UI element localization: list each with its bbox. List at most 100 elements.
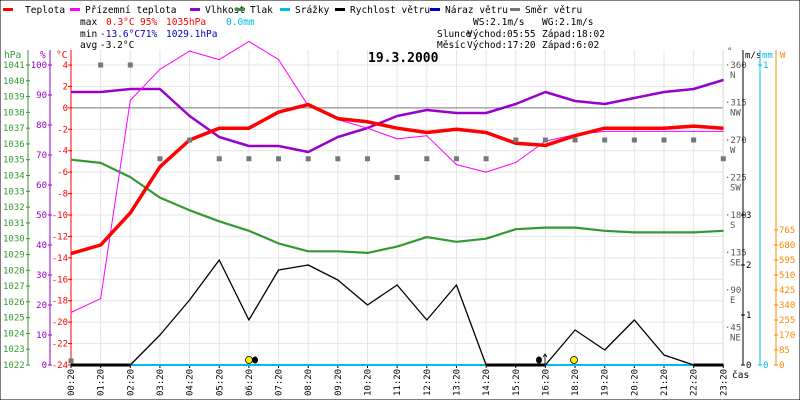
x-tick-label: 13:20 — [452, 369, 462, 396]
data-point — [663, 354, 665, 356]
pressure-tick-label: 1030 — [3, 235, 25, 245]
legend-swatch — [335, 8, 345, 11]
data-point — [218, 136, 220, 138]
data-point — [426, 319, 428, 321]
stats-avg-temp: -3.2°C — [100, 40, 134, 51]
data-point — [307, 264, 309, 266]
wind-direction-point — [305, 156, 311, 162]
data-point — [604, 364, 606, 366]
wind-axis-unit: m/s — [745, 51, 761, 61]
moon-label: Měsíc — [437, 40, 466, 51]
data-point — [544, 227, 547, 229]
direction-compass-label: NW — [730, 109, 741, 119]
data-point — [722, 130, 724, 133]
pressure-tick-label: 1039 — [3, 93, 25, 103]
data-point — [633, 231, 635, 233]
data-point — [722, 127, 724, 129]
wind-direction-point — [720, 156, 726, 162]
legend-swatch — [70, 8, 80, 11]
x-tick-label: 15:20 — [512, 369, 522, 396]
data-point — [337, 364, 339, 366]
data-point — [159, 88, 161, 90]
data-point — [100, 162, 102, 164]
legend-swatch — [3, 8, 13, 11]
data-point — [574, 329, 576, 331]
pressure-tick-label: 1029 — [3, 250, 25, 260]
wind-direction-point — [335, 156, 341, 162]
data-point — [70, 364, 72, 366]
x-tick-label: 02:20 — [126, 369, 136, 396]
direction-tick-label: ·180 — [725, 211, 747, 221]
data-point — [663, 127, 665, 129]
x-tick-label: 21:20 — [660, 369, 670, 396]
data-point — [485, 171, 487, 173]
data-point — [633, 364, 635, 366]
data-point — [604, 349, 606, 351]
rain-tick-label: 1 — [763, 61, 768, 71]
data-point — [159, 364, 161, 366]
moonset-icon — [252, 356, 258, 364]
wind-speed-info: WS:2.1m/s — [473, 17, 524, 28]
data-point — [218, 364, 220, 366]
data-point — [693, 130, 695, 133]
wind-direction-point — [572, 137, 578, 143]
data-point — [248, 230, 250, 232]
pressure-tick-label: 1040 — [3, 77, 25, 87]
pressure-tick-label: 1034 — [3, 172, 25, 182]
wind-direction-point — [394, 175, 400, 180]
data-point — [218, 59, 220, 61]
legend-item-label: Srážky — [295, 5, 330, 16]
data-point — [366, 252, 369, 254]
solar-tick-label: 510 — [779, 271, 795, 281]
data-point — [722, 230, 724, 232]
data-point — [189, 115, 191, 117]
wind-gust-info: WG:2.1m/s — [542, 17, 593, 28]
legend-swatch — [235, 8, 245, 11]
x-tick-label: 11:20 — [393, 369, 403, 396]
astro-markers — [245, 353, 578, 365]
wind-direction-point — [157, 156, 163, 162]
data-point — [159, 166, 161, 168]
data-point — [366, 304, 369, 306]
legend-swatch — [190, 8, 200, 11]
data-point — [129, 176, 131, 178]
data-point — [248, 127, 250, 129]
stats-max-rain: 0.0mm — [226, 17, 255, 28]
solar-axis-unit: W — [780, 51, 786, 61]
solar-tick-label: 85 — [779, 346, 790, 356]
data-point — [337, 279, 339, 281]
wind-direction-point — [365, 156, 370, 162]
wind-direction-point — [424, 156, 430, 162]
data-point — [604, 230, 606, 232]
direction-tick-label: ·315 — [725, 99, 747, 109]
data-point — [70, 311, 72, 314]
x-tick-label: 14:20 — [482, 369, 492, 396]
data-point — [485, 364, 487, 366]
direction-compass-label: S — [730, 221, 735, 231]
data-point — [515, 364, 517, 366]
data-point — [455, 128, 458, 130]
data-point — [337, 136, 339, 138]
legend-item-label: Teplota — [25, 5, 65, 16]
humidity-tick-label: 30 — [36, 271, 47, 281]
data-point — [248, 40, 250, 43]
x-tick-label: 23:20 — [719, 369, 729, 396]
x-tick-label: 18:20 — [571, 369, 581, 396]
data-point — [515, 103, 517, 105]
x-tick-label: 20:20 — [630, 369, 640, 396]
wind-direction-point — [542, 137, 548, 143]
data-point — [218, 220, 220, 222]
data-point — [485, 131, 487, 134]
humidity-tick-label: 80 — [36, 121, 47, 131]
data-point — [663, 364, 665, 366]
data-point — [189, 209, 191, 211]
temperature-tick-label: -20 — [52, 318, 68, 328]
wind-direction-point — [631, 137, 637, 143]
pressure-tick-label: 1038 — [3, 108, 25, 118]
x-tick-label: 04:20 — [186, 369, 196, 396]
legend-swatch — [280, 8, 290, 11]
stats-max-pres: 1035hPa — [166, 17, 206, 28]
data-point — [100, 364, 102, 366]
data-point — [129, 364, 131, 366]
